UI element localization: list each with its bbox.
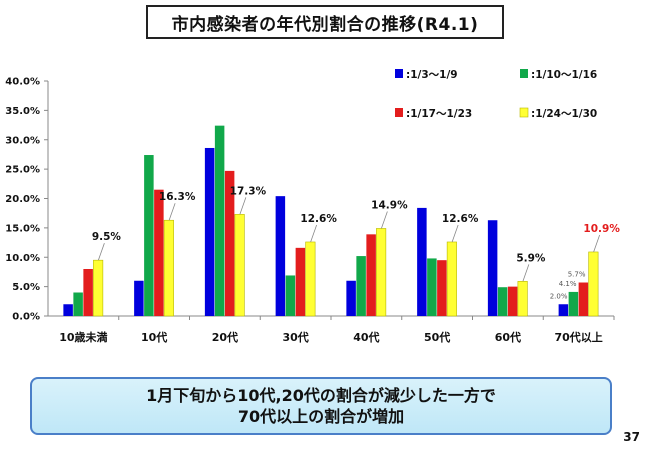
bar-2-2: [224, 170, 235, 316]
bar-3-2: [295, 247, 306, 316]
x-tick-label: 20代: [212, 330, 238, 344]
bar-1-1: [144, 155, 154, 316]
bar-4-2: [366, 234, 376, 316]
x-tick-label: 30代: [282, 330, 308, 344]
data-label: 10.9%: [583, 223, 620, 235]
bar-7-2: [578, 282, 589, 316]
y-tick-label: 10.0%: [5, 253, 40, 264]
y-tick-label: 0.0%: [12, 312, 40, 323]
y-tick-label: 15.0%: [5, 223, 40, 234]
leader-line: [522, 264, 530, 282]
legend-swatch-1: [520, 69, 528, 78]
x-tick-label: 70代以上: [554, 330, 602, 344]
bar-0-2: [83, 269, 93, 316]
bar-7-3: [588, 251, 599, 317]
bar-7-1: [568, 291, 579, 316]
y-tick-label: 35.0%: [5, 106, 40, 117]
leader-line: [451, 224, 459, 243]
chart-title: 市内感染者の年代別割合の推移(R4.1): [146, 5, 504, 39]
leader-line: [310, 224, 318, 243]
bar-2-0: [204, 147, 215, 316]
bar-3-0: [275, 196, 286, 316]
leader-line: [239, 197, 247, 215]
summary-callout: 1月下旬から10代,20代の割合が減少した一方で 70代以上の割合が増加: [30, 377, 612, 435]
bar-0-0: [63, 304, 73, 316]
bar-3-3: [305, 241, 316, 317]
legend-swatch-0: [395, 69, 403, 78]
bar-0-1: [73, 292, 83, 316]
page-number: 37: [623, 430, 640, 444]
bar-5-3: [446, 241, 457, 317]
data-label-small: 2.0%: [550, 292, 568, 300]
summary-line-2: 70代以上の割合が増加: [237, 407, 405, 426]
summary-line-1: 1月下旬から10代,20代の割合が減少した一方で: [146, 386, 496, 405]
leader-line: [97, 243, 105, 261]
legend-label-2: :1/17～1/23: [406, 108, 472, 120]
legend-label-3: :1/24～1/30: [531, 108, 597, 120]
y-tick-label: 20.0%: [5, 194, 40, 205]
y-tick-label: 5.0%: [12, 282, 40, 293]
bar-4-1: [356, 256, 366, 316]
data-label: 12.6%: [442, 213, 479, 225]
legend-label-1: :1/10～1/16: [531, 69, 597, 81]
bar-4-0: [346, 280, 356, 316]
bar-4-3: [376, 228, 387, 317]
x-tick-label: 10歳未満: [59, 330, 107, 344]
data-label: 17.3%: [230, 185, 267, 197]
x-tick-label: 10代: [141, 330, 167, 344]
data-label: 12.6%: [300, 213, 337, 225]
leader-line: [593, 234, 601, 253]
data-label: 16.3%: [159, 191, 196, 203]
data-label: 14.9%: [371, 199, 408, 211]
data-label: 9.5%: [92, 231, 122, 243]
bar-7-0: [558, 304, 569, 316]
bar-6-3: [517, 281, 528, 317]
data-label: 5.9%: [516, 252, 546, 264]
bar-5-1: [427, 258, 437, 316]
bar-5-2: [437, 260, 447, 316]
data-label-small: 4.1%: [559, 280, 577, 288]
bar-6-2: [507, 286, 518, 316]
bar-2-1: [214, 125, 225, 317]
bar-1-3: [163, 219, 174, 317]
legend-swatch-3: [519, 107, 529, 118]
bar-6-1: [497, 287, 508, 316]
legend-label-0: :1/3～1/9: [406, 69, 458, 81]
data-label-small: 5.7%: [568, 271, 586, 279]
y-tick-label: 40.0%: [5, 77, 40, 88]
bar-6-0: [487, 220, 498, 316]
x-tick-label: 50代: [424, 330, 450, 344]
bar-5-0: [417, 207, 427, 316]
bar-1-2: [154, 189, 164, 316]
y-tick-label: 30.0%: [5, 135, 40, 146]
y-tick-label: 25.0%: [5, 165, 40, 176]
bar-1-0: [134, 280, 144, 316]
x-tick-label: 60代: [495, 330, 521, 344]
leader-line: [168, 203, 176, 221]
bar-3-1: [285, 275, 296, 316]
leader-line: [380, 211, 388, 229]
bar-2-3: [234, 214, 245, 317]
x-tick-label: 40代: [353, 330, 379, 344]
bar-0-3: [93, 259, 104, 317]
legend-swatch-2: [395, 108, 403, 117]
